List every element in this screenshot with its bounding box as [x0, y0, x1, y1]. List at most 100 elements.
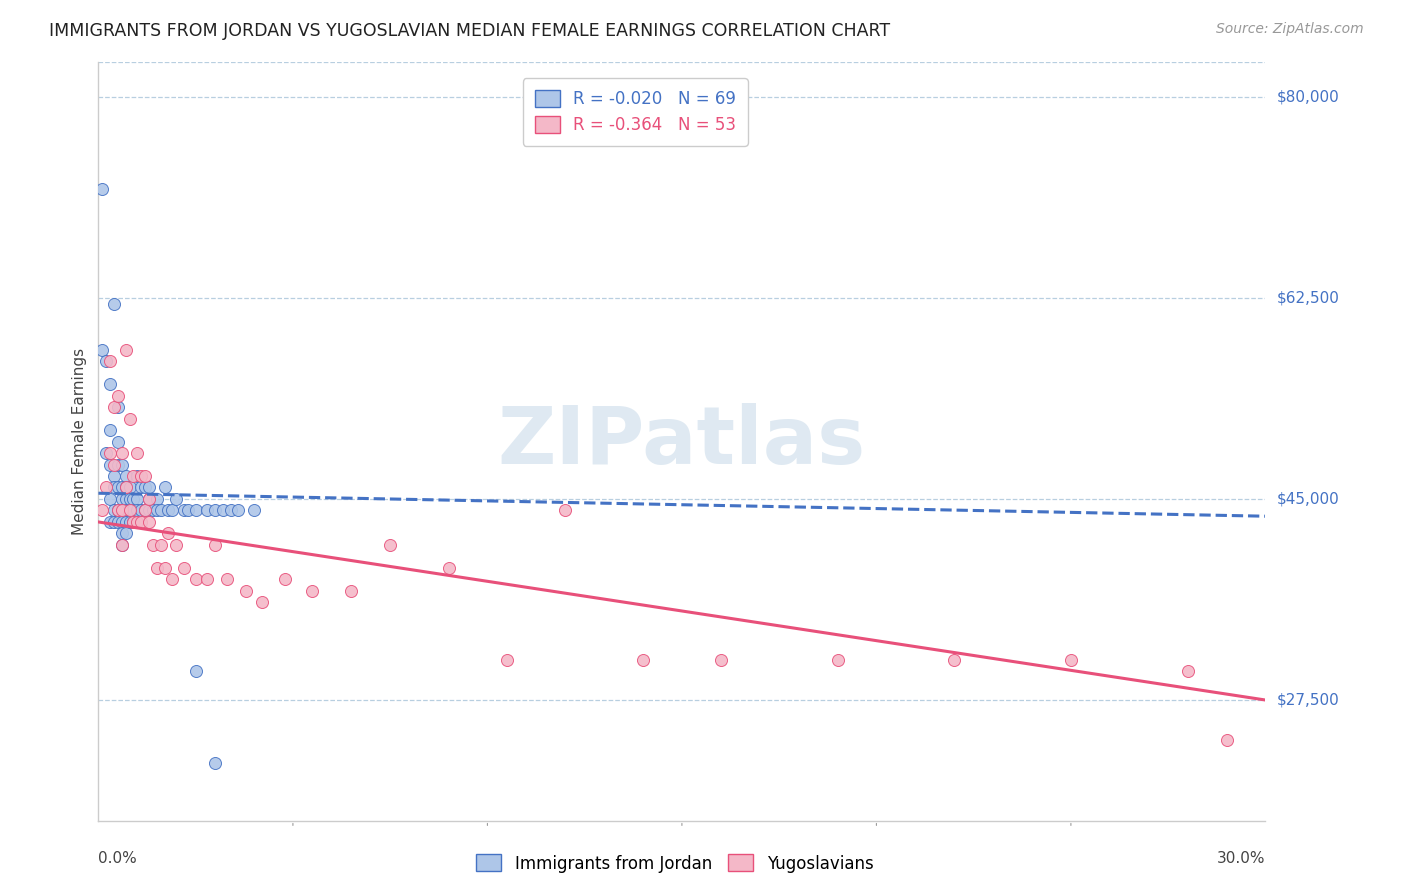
Point — [165, 491, 187, 506]
Point — [111, 503, 134, 517]
Point — [235, 583, 257, 598]
Point — [195, 573, 218, 587]
Point — [184, 665, 207, 679]
Point — [118, 491, 141, 506]
Point — [250, 595, 273, 609]
Point — [153, 481, 176, 495]
Point — [111, 515, 134, 529]
Point — [98, 446, 121, 460]
Point — [301, 583, 323, 598]
Point — [107, 481, 129, 495]
Point — [114, 343, 136, 357]
Point — [122, 491, 145, 506]
Point — [165, 538, 187, 552]
Point — [1060, 653, 1083, 667]
Point — [91, 182, 114, 196]
Point — [111, 538, 134, 552]
Point — [111, 491, 134, 506]
Text: $80,000: $80,000 — [1277, 89, 1340, 104]
Point — [103, 400, 125, 414]
Point — [111, 526, 134, 541]
Point — [129, 515, 152, 529]
Point — [157, 526, 180, 541]
Point — [107, 503, 129, 517]
Point — [195, 503, 218, 517]
Point — [142, 503, 165, 517]
Point — [96, 481, 118, 495]
Point — [98, 458, 121, 472]
Point — [138, 481, 160, 495]
Point — [122, 469, 145, 483]
Point — [153, 561, 176, 575]
Point — [162, 503, 184, 517]
Point — [122, 515, 145, 529]
Point — [127, 503, 149, 517]
Point — [114, 491, 136, 506]
Point — [129, 469, 152, 483]
Y-axis label: Median Female Earnings: Median Female Earnings — [72, 348, 87, 535]
Point — [274, 573, 297, 587]
Legend: R = -0.020   N = 69, R = -0.364   N = 53: R = -0.020 N = 69, R = -0.364 N = 53 — [523, 78, 748, 145]
Point — [107, 503, 129, 517]
Point — [219, 503, 242, 517]
Point — [118, 503, 141, 517]
Point — [204, 538, 226, 552]
Point — [122, 503, 145, 517]
Point — [127, 491, 149, 506]
Point — [118, 411, 141, 425]
Point — [134, 469, 156, 483]
Point — [204, 503, 226, 517]
Point — [146, 561, 169, 575]
Text: 30.0%: 30.0% — [1218, 851, 1265, 866]
Point — [103, 469, 125, 483]
Point — [111, 481, 134, 495]
Point — [215, 573, 238, 587]
Point — [1177, 665, 1199, 679]
Point — [103, 481, 125, 495]
Point — [114, 503, 136, 517]
Point — [129, 503, 152, 517]
Text: $62,500: $62,500 — [1277, 291, 1340, 305]
Point — [142, 538, 165, 552]
Text: IMMIGRANTS FROM JORDAN VS YUGOSLAVIAN MEDIAN FEMALE EARNINGS CORRELATION CHART: IMMIGRANTS FROM JORDAN VS YUGOSLAVIAN ME… — [49, 22, 890, 40]
Point — [173, 561, 195, 575]
Point — [127, 469, 149, 483]
Point — [103, 296, 125, 310]
Text: $45,000: $45,000 — [1277, 491, 1340, 507]
Point — [710, 653, 733, 667]
Point — [138, 515, 160, 529]
Point — [228, 503, 250, 517]
Point — [98, 491, 121, 506]
Point — [122, 515, 145, 529]
Point — [554, 503, 576, 517]
Text: Source: ZipAtlas.com: Source: ZipAtlas.com — [1216, 22, 1364, 37]
Point — [118, 503, 141, 517]
Point — [107, 515, 129, 529]
Point — [96, 354, 118, 368]
Point — [184, 573, 207, 587]
Point — [96, 446, 118, 460]
Point — [107, 458, 129, 472]
Point — [111, 503, 134, 517]
Point — [98, 354, 121, 368]
Point — [129, 481, 152, 495]
Point — [114, 469, 136, 483]
Point — [1215, 733, 1237, 747]
Point — [111, 538, 134, 552]
Point — [118, 481, 141, 495]
Point — [118, 515, 141, 529]
Point — [127, 446, 149, 460]
Point — [212, 503, 235, 517]
Point — [98, 423, 121, 437]
Point — [437, 561, 460, 575]
Point — [103, 503, 125, 517]
Point — [149, 538, 172, 552]
Point — [204, 756, 226, 771]
Point — [943, 653, 966, 667]
Point — [91, 503, 114, 517]
Point — [114, 515, 136, 529]
Point — [107, 388, 129, 402]
Point — [103, 458, 125, 472]
Text: 0.0%: 0.0% — [98, 851, 138, 866]
Point — [631, 653, 654, 667]
